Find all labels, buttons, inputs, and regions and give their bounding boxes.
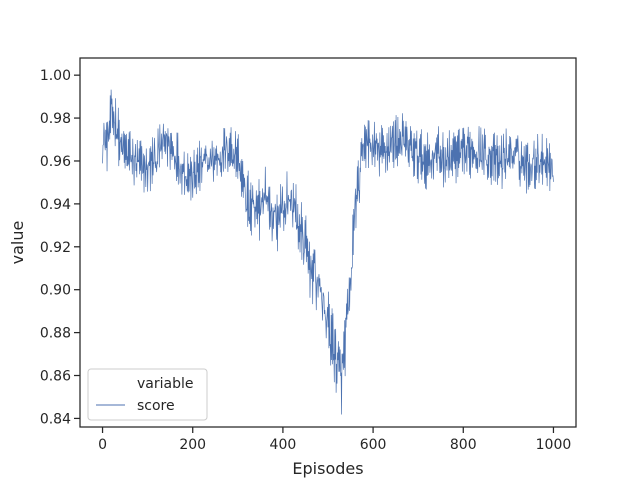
- legend: variable score: [87, 368, 208, 421]
- x-tick-label: 800: [450, 437, 477, 453]
- axes: 0 200 400 600 800 1000 0.84 0.86 0.88 0.90 0.92 0.9…: [8, 57, 577, 478]
- y-tick-label: 0.90: [40, 283, 71, 299]
- y-tick-label: 0.98: [40, 111, 71, 127]
- y-tick-label: 0.84: [40, 411, 71, 427]
- series-line-score: [102, 89, 554, 415]
- plot-area: [80, 58, 576, 427]
- x-tick-label: 1000: [536, 437, 572, 453]
- y-tick-label: 0.86: [40, 369, 71, 385]
- legend-title: variable: [137, 376, 193, 392]
- y-tick-label: 1.00: [40, 68, 71, 84]
- y-axis-label: value: [8, 221, 27, 265]
- plot-background: [80, 58, 576, 427]
- plot-frame: [79, 57, 577, 428]
- y-tick-label: 0.88: [40, 326, 71, 342]
- series-lines: [102, 89, 554, 415]
- x-axis-label: Episodes: [292, 459, 363, 478]
- legend-box: [87, 368, 208, 421]
- y-tick-label: 0.96: [40, 154, 71, 170]
- x-tick-label: 200: [179, 437, 206, 453]
- y-tick-label: 0.92: [40, 240, 71, 256]
- legend-entry-score: score: [137, 398, 175, 414]
- x-tick-label: 600: [360, 437, 387, 453]
- x-tick-label: 400: [270, 437, 297, 453]
- y-tick-label: 0.94: [40, 197, 71, 213]
- x-tick-label: 0: [98, 437, 107, 453]
